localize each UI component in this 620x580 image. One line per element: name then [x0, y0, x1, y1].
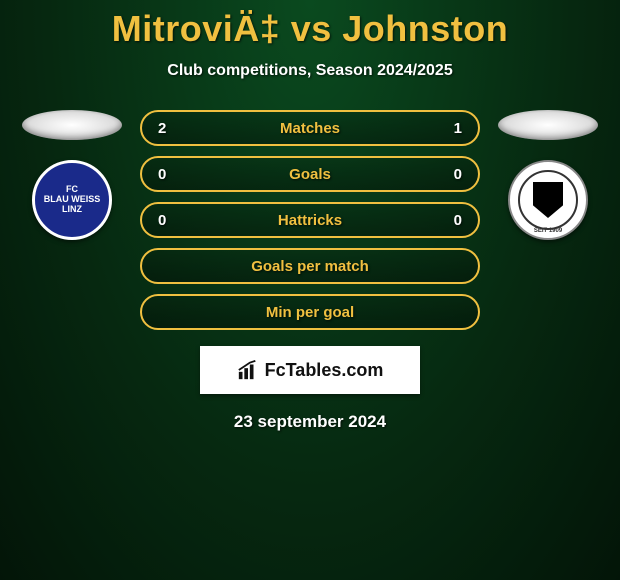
stat-label: Goals per match	[251, 258, 369, 275]
stat-right-value: 0	[442, 166, 462, 183]
right-club-badge-inner	[518, 170, 578, 230]
stat-label: Goals	[289, 166, 331, 183]
stat-left-value: 0	[158, 166, 178, 183]
comparison-date: 23 september 2024	[0, 412, 620, 432]
right-club-since: SEIT 1909	[534, 228, 562, 234]
comparison-subtitle: Club competitions, Season 2024/2025	[0, 62, 620, 80]
stat-left-value: 2	[158, 120, 178, 137]
comparison-content: FC BLAU WEISS LINZ 2 Matches 1 0 Goals 0…	[0, 110, 620, 330]
stat-label: Matches	[280, 120, 340, 137]
stat-left-value: 0	[158, 212, 178, 229]
shield-icon	[533, 182, 563, 218]
stat-right-value: 0	[442, 212, 462, 229]
brand-text: FcTables.com	[265, 360, 384, 381]
right-player-avatar-placeholder	[498, 110, 598, 140]
comparison-title: MitroviÄ‡ vs Johnston	[0, 0, 620, 50]
right-player-column: SEIT 1909	[498, 110, 598, 240]
left-club-badge: FC BLAU WEISS LINZ	[32, 160, 112, 240]
left-club-badge-text: FC BLAU WEISS LINZ	[44, 185, 101, 215]
stat-row-matches: 2 Matches 1	[140, 110, 480, 146]
left-player-column: FC BLAU WEISS LINZ	[22, 110, 122, 240]
right-club-badge: SEIT 1909	[508, 160, 588, 240]
bar-chart-icon	[237, 359, 259, 381]
brand-attribution[interactable]: FcTables.com	[200, 346, 420, 394]
stat-row-hattricks: 0 Hattricks 0	[140, 202, 480, 238]
stat-row-goals: 0 Goals 0	[140, 156, 480, 192]
stat-label: Min per goal	[266, 304, 354, 321]
stat-row-min-per-goal: Min per goal	[140, 294, 480, 330]
stat-label: Hattricks	[278, 212, 342, 229]
left-player-avatar-placeholder	[22, 110, 122, 140]
stats-column: 2 Matches 1 0 Goals 0 0 Hattricks 0 Goal…	[140, 110, 480, 330]
stat-row-goals-per-match: Goals per match	[140, 248, 480, 284]
stat-right-value: 1	[442, 120, 462, 137]
left-club-line3: LINZ	[44, 205, 101, 215]
